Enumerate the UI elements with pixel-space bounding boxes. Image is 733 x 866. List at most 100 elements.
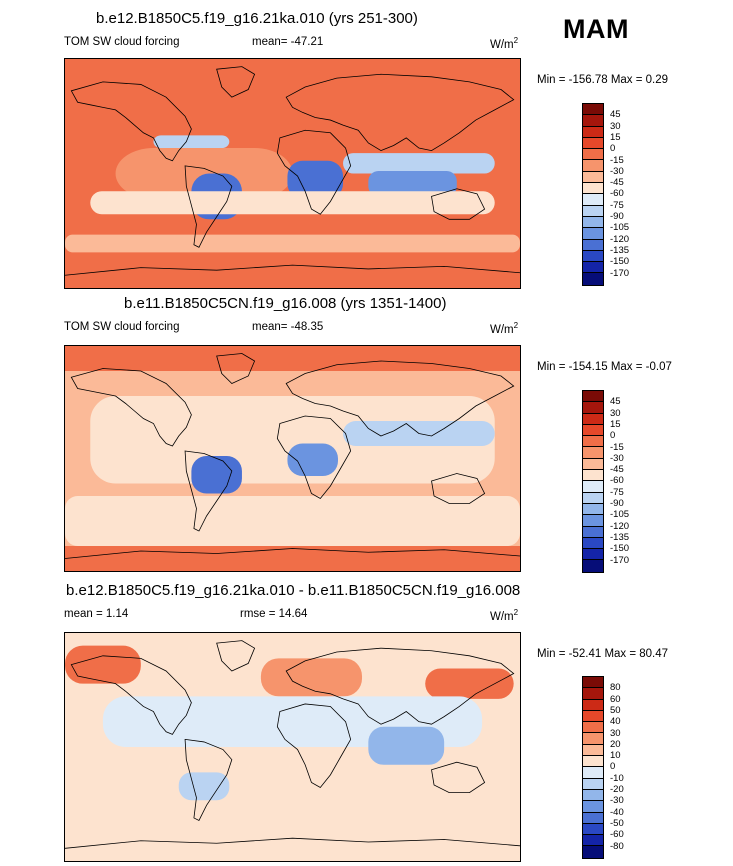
colorbar-swatch [583, 812, 603, 824]
colorbar-swatch [583, 801, 603, 813]
colorbar-swatch [583, 391, 603, 403]
colorbar-tick-label: -150 [610, 256, 630, 268]
season-label: MAM [563, 14, 629, 44]
coastline [286, 648, 514, 724]
panel-2-title: b.e11.B1850C5CN.f19_g16.008 (yrs 1351-14… [124, 295, 447, 312]
colorbar-swatch [583, 677, 603, 689]
colorbar-tick-label: 20 [610, 738, 621, 750]
field-region [65, 546, 520, 571]
coastline [217, 67, 255, 98]
colorbar-swatch [583, 194, 603, 206]
colorbar-tick-label: -75 [610, 486, 624, 498]
panel-3-title: b.e12.B1850C5.f19_g16.21ka.010 - b.e11.B… [66, 582, 521, 599]
colorbar-tick-label: -30 [610, 795, 624, 807]
panel-3-colorbar: 80 60 50 40 30 20 10 0 -10 -20 -30 -40 -50 -60 -80 [582, 676, 624, 859]
coastline [286, 74, 514, 150]
colorbar-tick-label: -60 [610, 829, 624, 841]
colorbar-tick-label: -135 [610, 244, 630, 256]
colorbar-swatch [583, 171, 603, 184]
coastline [217, 641, 255, 671]
colorbar-tick-label: -20 [610, 784, 624, 795]
field-region [343, 153, 495, 174]
colorbar-swatch [583, 262, 603, 274]
colorbar-swatch [583, 526, 603, 538]
colorbar-swatch [583, 560, 603, 572]
panel-3-units: W/m2 [490, 608, 519, 623]
colorbar-tick-label: -90 [610, 211, 624, 222]
colorbar-swatch [583, 250, 603, 263]
field-region [191, 456, 242, 494]
colorbar-tick-label: -75 [610, 199, 624, 211]
field-region [287, 443, 338, 476]
colorbar-swatch [583, 789, 603, 802]
coastline [65, 549, 520, 559]
coastline [65, 265, 520, 275]
colorbar-tick-label: -120 [610, 520, 630, 532]
coastline [71, 656, 191, 735]
coastline [277, 416, 350, 499]
colorbar-swatch [583, 549, 603, 561]
field-region [65, 234, 520, 253]
panel-3-rmse-label: rmse = 14.64 [240, 608, 308, 620]
colorbar-tick-label: 15 [610, 418, 621, 430]
panel-3-map [64, 632, 521, 862]
field-region [90, 191, 495, 215]
colorbar-tick-label: -60 [610, 188, 624, 200]
colorbar-tick-label: -60 [610, 475, 624, 487]
coastline [432, 189, 485, 220]
field-region [287, 160, 344, 199]
colorbar-swatch [583, 481, 603, 493]
colorbar-tick-label: -120 [610, 233, 630, 245]
colorbar-swatch [583, 149, 603, 161]
colorbar-tick-label: 60 [610, 693, 621, 705]
colorbar-swatch [583, 239, 603, 251]
field-region [260, 658, 363, 697]
colorbar-tick-label: 30 [610, 120, 621, 132]
field-region [90, 396, 495, 484]
colorbar-swatch [583, 823, 603, 836]
colorbar-swatch [583, 126, 603, 138]
panel-1-units: W/m2 [490, 36, 519, 51]
colorbar-swatch [583, 228, 603, 240]
colorbar-tick-label: -10 [610, 772, 624, 784]
panel-1-mean-label: mean= -47.21 [252, 36, 324, 48]
colorbar-swatch [583, 710, 603, 723]
colorbar-swatch [583, 402, 603, 414]
field-region [65, 645, 141, 684]
colorbar-tick-label: -45 [610, 464, 624, 476]
colorbar-swatch [583, 216, 603, 229]
colorbar-swatch [583, 688, 603, 700]
field-region [153, 135, 230, 149]
colorbar-tick-label: -150 [610, 543, 630, 555]
colorbar-swatch [583, 470, 603, 482]
colorbar-swatch [583, 846, 603, 858]
field-region [115, 148, 293, 199]
coastline [185, 166, 232, 247]
field-region [65, 346, 520, 371]
colorbar-tick-label: -105 [610, 222, 630, 234]
coastline [185, 451, 232, 531]
colorbar-tick-label: -135 [610, 531, 630, 543]
coastline [71, 82, 191, 161]
colorbar-swatch [583, 160, 603, 172]
coastline [286, 361, 514, 436]
coastline [71, 369, 191, 447]
colorbar-tick-label: 30 [610, 727, 621, 739]
coastline [277, 704, 350, 788]
coastline [277, 130, 350, 214]
colorbar-tick-label: 15 [610, 131, 621, 143]
colorbar-tick-label: 80 [610, 682, 621, 694]
colorbar-tick-label: -15 [610, 441, 624, 453]
field-region [65, 496, 520, 546]
colorbar-tick-label: 10 [610, 750, 621, 762]
colorbar-swatch [583, 115, 603, 127]
colorbar-tick-label: 45 [610, 109, 621, 121]
colorbar-swatch [583, 273, 603, 285]
colorbar-swatch [583, 436, 603, 448]
coastline [185, 739, 232, 820]
field-region [425, 668, 514, 699]
colorbar-swatch [583, 778, 603, 790]
colorbar-swatch [583, 744, 603, 757]
colorbar-swatch [583, 537, 603, 550]
field-region [178, 772, 230, 801]
